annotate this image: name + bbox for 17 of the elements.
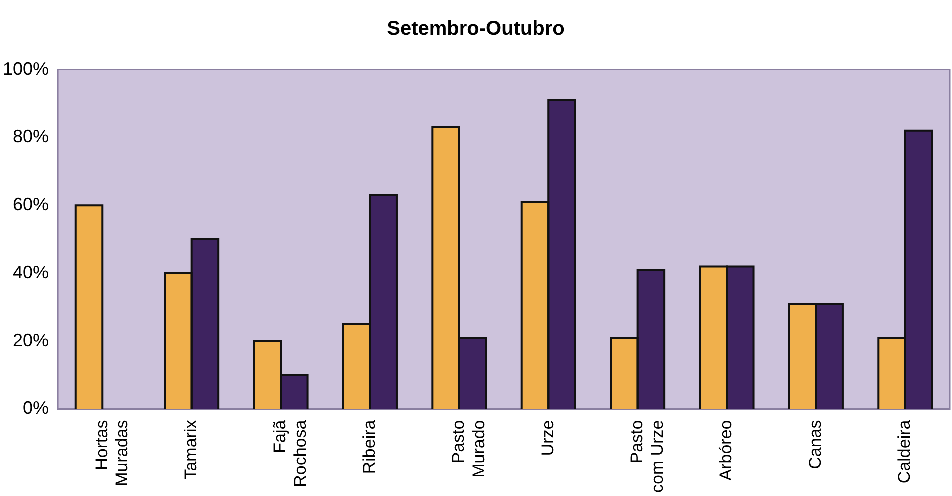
x-tick-label: Caldeira [895,420,914,484]
x-tick-label: Urze [538,420,558,456]
chart-title: Setembro-Outubro [386,18,566,41]
y-tick-label: 0% [23,398,50,418]
x-tick-label: Pasto Murado [449,420,489,478]
x-tick-label: Canas [806,420,825,470]
x-tick-label: Hortas Muradas [92,420,132,486]
y-tick-label: 20% [13,330,50,350]
y-tick-label: 100% [2,58,50,79]
y-tick-label: 60% [13,194,50,215]
x-tick-label: Ribeira [360,420,379,474]
y-tick-label: 40% [13,262,50,282]
x-tick-label: Tamarix [182,420,201,480]
x-tick-label: Arbóreo [716,420,736,481]
x-tick-label: Pasto com Urze [628,420,667,494]
y-tick-label: 80% [13,126,50,147]
x-tick-label: Fajã Rochosa [270,420,310,488]
